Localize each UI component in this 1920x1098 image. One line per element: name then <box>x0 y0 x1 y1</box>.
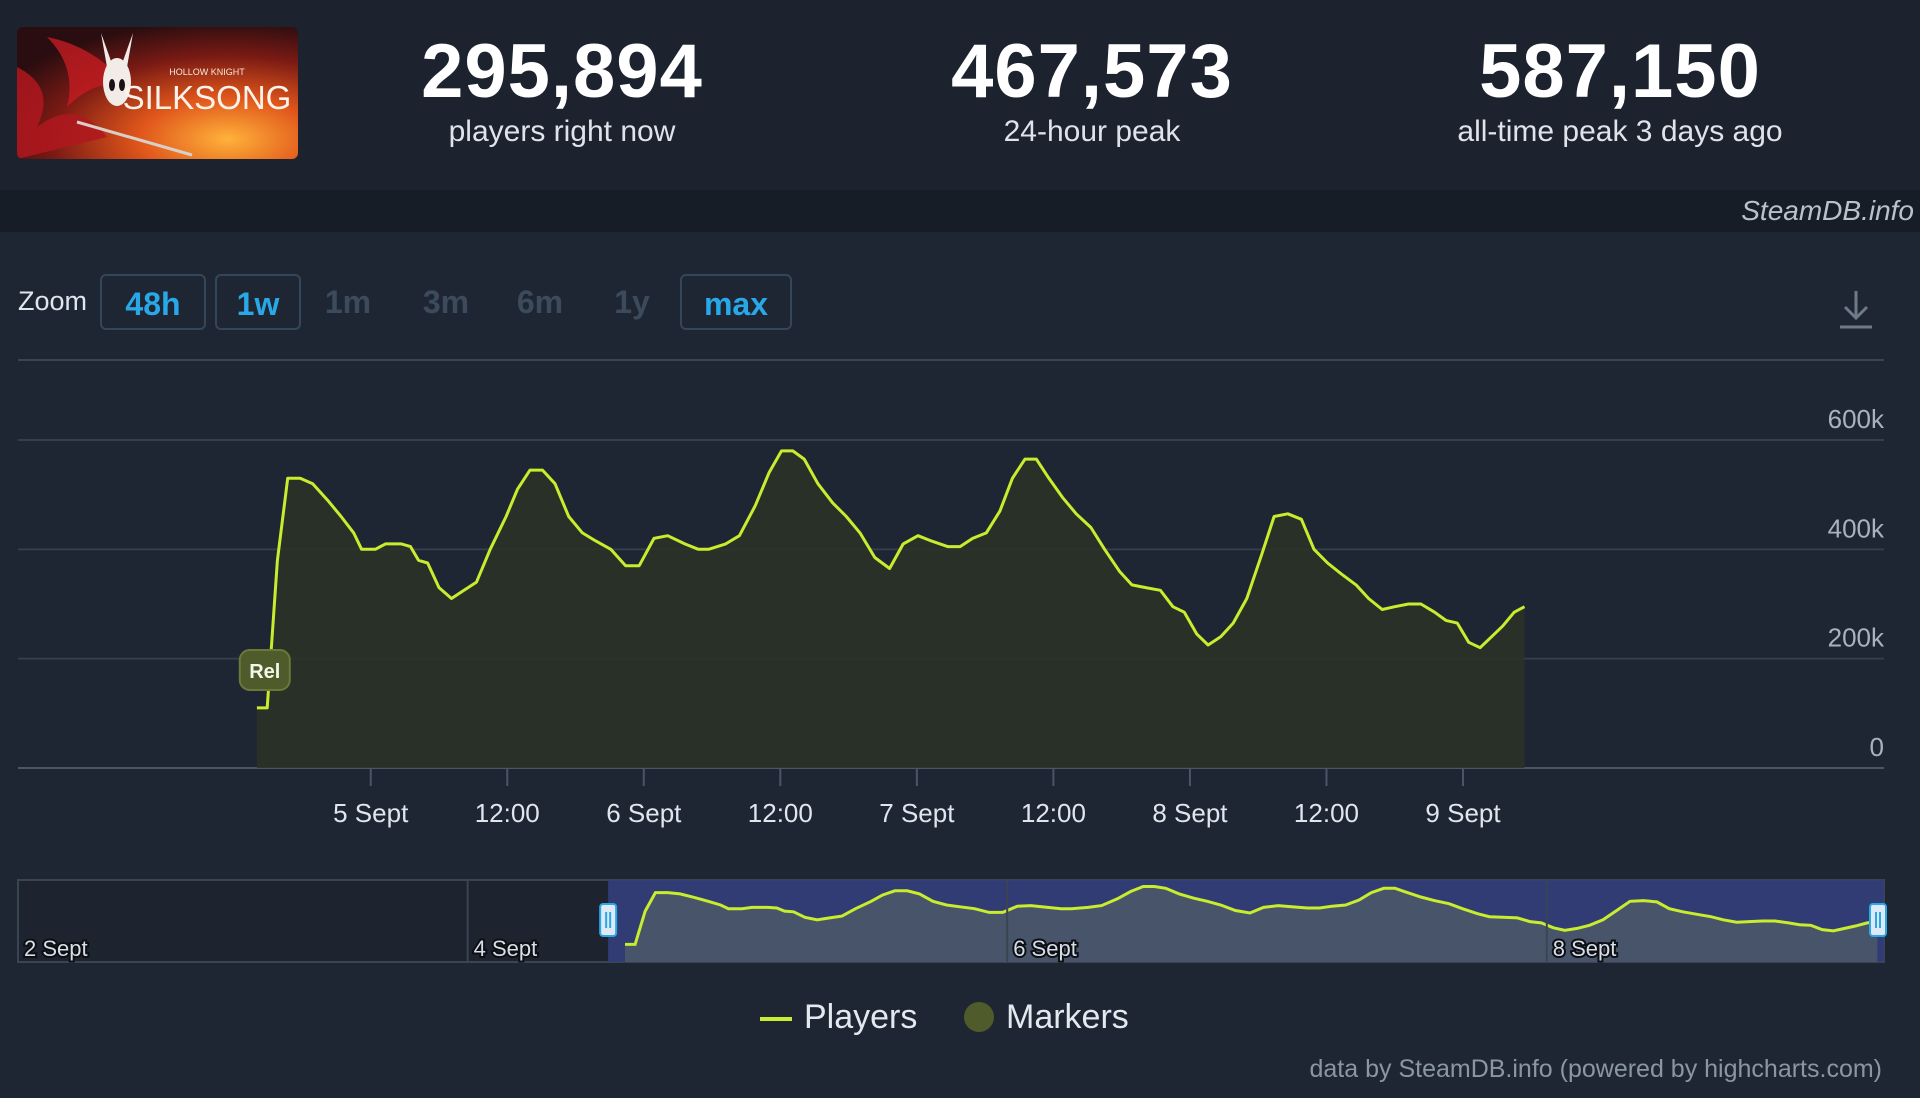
y-tick-label: 200k <box>1828 623 1885 653</box>
handle-grip <box>1869 903 1887 937</box>
navigator-line <box>625 885 1878 946</box>
x-tick-label: 12:00 <box>748 798 813 828</box>
navigator-left-handle[interactable] <box>599 903 618 937</box>
x-tick-label: 5 Sept <box>333 798 409 828</box>
legend-item-markers[interactable]: Markers <box>964 998 1129 1037</box>
legend-item-players[interactable]: Players <box>760 998 917 1037</box>
x-tick-label: 8 Sept <box>1152 798 1228 828</box>
legend-label-markers: Markers <box>1006 998 1129 1036</box>
player-count-chart[interactable]: 5 Sept 12:00 6 Sept 12:00 7 Sept 12:00 8 Sept 1… <box>0 0 1920 1000</box>
players-series-line[interactable] <box>256 449 1526 710</box>
zoom-1y-button: 1y <box>614 284 650 320</box>
stat-24h-peak: 467,573 24-hour peak <box>872 30 1312 150</box>
game-banner[interactable]: HOLLOW KNIGHT SILKSONG <box>17 27 298 159</box>
logo-subtitle: HOLLOW KNIGHT <box>169 67 245 77</box>
zoom-max-button[interactable]: max <box>680 274 792 330</box>
legend-line-swatch <box>760 1017 792 1022</box>
all-time-peak-label: all-time peak 3 days ago <box>1457 115 1783 148</box>
navigator-area <box>625 886 1878 962</box>
all-time-peak-value: 587,150 <box>1479 29 1761 114</box>
steamdb-credit[interactable]: SteamDB.info <box>1741 195 1914 226</box>
marker-badge <box>238 649 291 691</box>
navigator-tick-label: 6 Sept <box>1013 936 1077 961</box>
logo-title: SILKSONG <box>123 79 292 116</box>
x-tick-label: 6 Sept <box>606 798 682 828</box>
x-tick-label: 12:00 <box>475 798 540 828</box>
navigator[interactable]: 2 Sept 4 Sept 6 Sept 8 Sept <box>17 879 1887 963</box>
zoom-6m-button: 6m <box>516 284 564 320</box>
marker-label: Rel <box>249 661 280 683</box>
peak-24h-label: 24-hour peak <box>1003 115 1181 148</box>
players-area-fill <box>256 450 1525 768</box>
current-players-value: 295,894 <box>421 29 703 114</box>
stat-all-time-peak: 587,150 all-time peak 3 days ago <box>1400 30 1840 150</box>
current-players-label: players right now <box>448 115 676 148</box>
y-tick-label: 600k <box>1828 404 1885 434</box>
navigator-right-handle[interactable] <box>1869 903 1887 937</box>
zoom-label: Zoom <box>18 286 88 316</box>
x-tick-label: 7 Sept <box>879 798 955 828</box>
zoom-1w-button[interactable]: 1w <box>215 274 301 330</box>
zoom-3m-button: 3m <box>422 284 470 320</box>
x-tick-label: 12:00 <box>1294 798 1359 828</box>
zoom-48h-button[interactable]: 48h <box>100 274 206 330</box>
navigator-tick-label: 8 Sept <box>1553 936 1617 961</box>
stat-current-players: 295,894 players right now <box>342 30 782 150</box>
y-tick-label: 400k <box>1828 513 1885 543</box>
y-tick-label: 0 <box>1870 732 1884 762</box>
chart-credits[interactable]: data by SteamDB.info (powered by highcha… <box>1309 1055 1883 1083</box>
zoom-1m-button: 1m <box>324 284 372 320</box>
silksong-logo-image: HOLLOW KNIGHT SILKSONG <box>17 27 298 159</box>
credit-band <box>0 190 1920 232</box>
x-tick-label: 12:00 <box>1021 798 1086 828</box>
download-icon[interactable] <box>1832 285 1880 333</box>
peak-24h-value: 467,573 <box>951 29 1233 114</box>
handle-grip <box>599 903 618 937</box>
navigator-tick-label: 2 Sept <box>24 936 88 961</box>
x-tick-label: 9 Sept <box>1425 798 1501 828</box>
release-marker[interactable]: Rel <box>238 649 291 691</box>
legend-label-players: Players <box>804 998 918 1036</box>
stats-header <box>0 0 1920 190</box>
legend-circle-swatch <box>964 1002 994 1032</box>
navigator-tick-label: 4 Sept <box>474 936 538 961</box>
